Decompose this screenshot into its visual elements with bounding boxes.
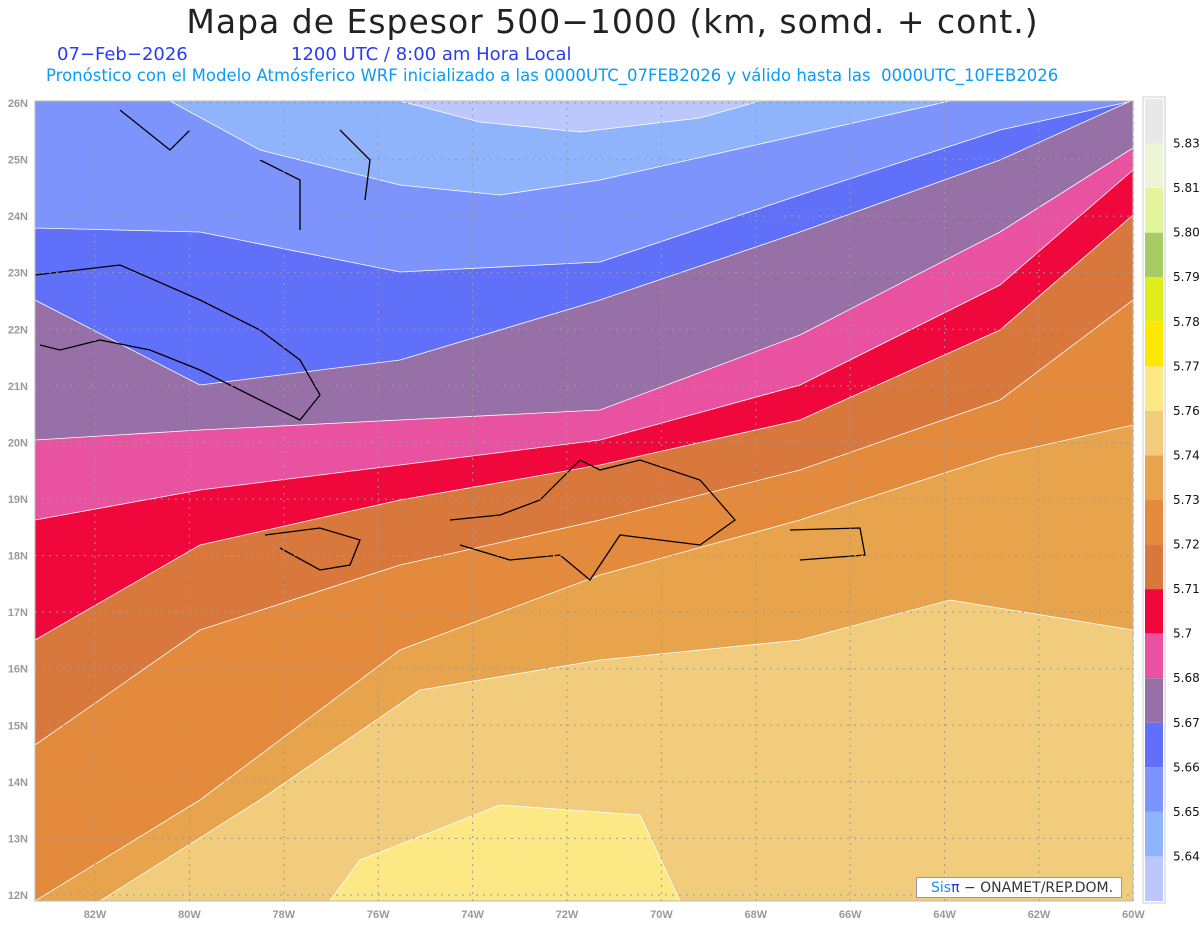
colorbar-swatch — [1145, 188, 1163, 233]
lat-tick-label: 24N — [8, 211, 28, 223]
colorbar-swatch — [1145, 232, 1163, 278]
lat-tick-label: 19N — [8, 494, 28, 506]
colorbar-swatch — [1145, 99, 1163, 144]
coastline — [789, 527, 866, 561]
forecast-date: 07−Feb−2026 — [57, 44, 188, 65]
contour-band — [399, 101, 761, 133]
lat-tick-label: 18N — [8, 551, 28, 563]
colorbar-label: 5.76 — [1173, 404, 1200, 418]
colorbar-swatch — [1145, 410, 1163, 456]
colorbar-swatch — [1145, 767, 1163, 812]
colorbar-label: 5.819 — [1173, 181, 1200, 195]
colorbar-label: 5.724 — [1173, 538, 1200, 552]
lat-tick-label: 26N — [8, 98, 28, 110]
lon-tick-label: 78W — [272, 909, 295, 921]
colorbar-swatch — [1145, 366, 1163, 411]
lat-tick-label: 25N — [8, 155, 28, 167]
coastline — [35, 264, 321, 421]
colorbar-label: 5.783 — [1173, 315, 1200, 329]
colorbar-label: 5.831 — [1173, 137, 1200, 151]
colorbar-swatch — [1145, 633, 1163, 679]
lat-tick-label: 20N — [8, 437, 28, 449]
colorbar-swatch — [1145, 856, 1163, 901]
lon-tick-label: 76W — [367, 909, 390, 921]
contour-band — [35, 101, 951, 196]
colorbar-swatch — [1145, 544, 1163, 590]
contour-band — [99, 599, 1133, 901]
lon-tick-label: 74W — [461, 909, 484, 921]
coastline — [119, 109, 191, 151]
colorbar-swatch — [1145, 589, 1163, 634]
lon-tick-label: 70W — [650, 909, 673, 921]
contour-layer — [35, 101, 1133, 901]
coastline — [264, 527, 361, 571]
coastline — [449, 459, 736, 581]
lon-tick-label: 64W — [933, 909, 956, 921]
colorbar-label: 5.664 — [1173, 760, 1200, 774]
lat-tick-label: 14N — [8, 777, 28, 789]
colorbar-swatch — [1145, 678, 1163, 723]
lat-tick-label: 22N — [8, 324, 28, 336]
colorbar-swatch — [1145, 500, 1163, 545]
forecast-time: 1200 UTC / 8:00 am Hora Local — [291, 44, 572, 65]
map-title: Mapa de Espesor 500−1000 (km, somd. + co… — [186, 2, 1039, 41]
lon-tick-label: 62W — [1028, 909, 1051, 921]
lat-tick-label: 13N — [8, 833, 28, 845]
coastline — [339, 129, 371, 201]
colorbar-swatch — [1145, 811, 1163, 857]
colorbar-label: 5.748 — [1173, 448, 1200, 462]
colorbar-swatch — [1145, 722, 1163, 768]
lon-tick-label: 60W — [1122, 909, 1145, 921]
colorbar-swatch — [1145, 143, 1163, 189]
colorbar-label: 5.64 — [1173, 849, 1200, 863]
lon-tick-label: 68W — [744, 909, 767, 921]
colorbar-label: 5.795 — [1173, 270, 1200, 284]
coastline — [259, 159, 301, 230]
credit-box: Sisπ − ONAMET/REP.DOM. — [916, 877, 1122, 898]
colorbar-label: 5.676 — [1173, 716, 1200, 730]
credit-text: − ONAMET/REP.DOM. — [959, 880, 1114, 896]
credit-brand: Sis — [931, 880, 952, 896]
lon-tick-label: 82W — [84, 909, 107, 921]
lon-tick-label: 72W — [556, 909, 579, 921]
lon-tick-label: 80W — [178, 909, 201, 921]
lat-tick-label: 23N — [8, 268, 28, 280]
lon-tick-label: 66W — [839, 909, 862, 921]
colorbar-label: 5.736 — [1173, 493, 1200, 507]
lat-tick-label: 12N — [8, 890, 28, 902]
colorbar-swatch — [1145, 321, 1163, 367]
colorbar-label: 5.7 — [1173, 627, 1192, 641]
forecast-subtitle: Pronóstico con el Modelo Atmósferico WRF… — [46, 66, 1059, 85]
colorbar-label: 5.772 — [1173, 359, 1200, 373]
colorbar-label: 5.712 — [1173, 582, 1200, 596]
colorbar-label: 5.807 — [1173, 226, 1200, 240]
lat-tick-label: 16N — [8, 664, 28, 676]
colorbar-swatch — [1145, 277, 1163, 322]
lat-tick-label: 15N — [8, 720, 28, 732]
map-frame — [34, 100, 1134, 902]
credit-pi: π — [951, 880, 960, 896]
colorbar-swatch — [1145, 455, 1163, 500]
lat-tick-label: 21N — [8, 381, 28, 393]
colorbar-label: 5.688 — [1173, 671, 1200, 685]
lat-tick-label: 17N — [8, 607, 28, 619]
colorbar-label: 5.652 — [1173, 805, 1200, 819]
contour-band — [329, 804, 681, 901]
